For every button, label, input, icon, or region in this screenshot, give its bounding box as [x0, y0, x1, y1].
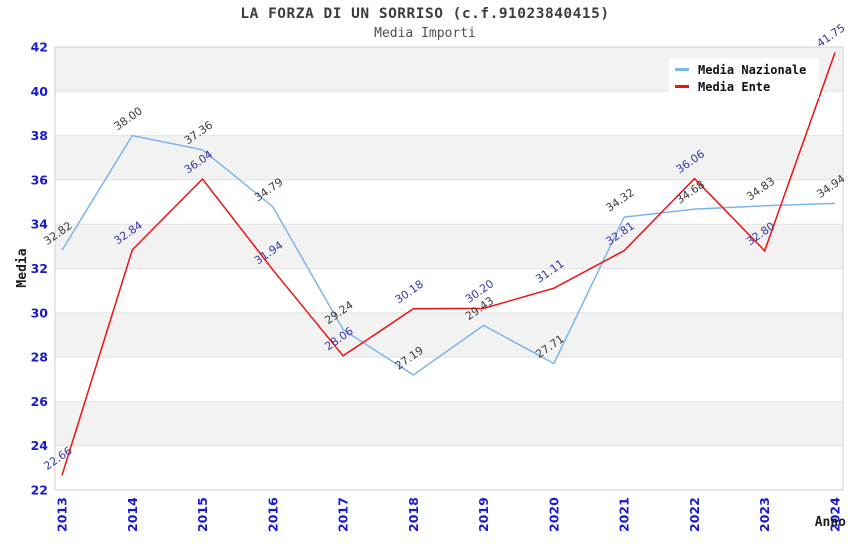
x-tick-label: 2018	[406, 497, 421, 532]
x-tick-label: 2015	[195, 497, 210, 532]
x-tick-label: 2013	[55, 497, 70, 532]
y-tick-label: 34	[31, 217, 49, 232]
legend-item-media-ente: Media Ente	[675, 78, 813, 95]
y-tick-label: 32	[31, 261, 48, 276]
data-label-ente-2018: 30.18	[393, 278, 426, 307]
legend-marker-nazionale-icon	[675, 68, 689, 71]
x-tick-label: 2020	[546, 497, 561, 532]
y-tick-label: 28	[31, 350, 48, 365]
grid-band	[55, 135, 843, 180]
y-tick-label: 36	[31, 172, 49, 187]
plot-area-border	[54, 46, 844, 491]
x-tick-label: 2023	[757, 497, 772, 532]
y-tick-label: 24	[31, 438, 49, 453]
data-label-nazionale-2021: 34.32	[604, 186, 637, 215]
chart-title: LA FORZA DI UN SORRISO (c.f.91023840415)	[240, 6, 610, 22]
legend-label: Media Nazionale	[698, 62, 807, 77]
series-line-media-ente	[61, 52, 836, 476]
legend-item-media-nazionale: Media Nazionale	[675, 61, 813, 78]
series-line-media-nazionale	[61, 134, 836, 376]
legend-label: Media Ente	[698, 79, 771, 94]
legend: Media Nazionale Media Ente	[669, 58, 819, 98]
x-tick-label: 2022	[687, 497, 702, 532]
y-tick-label: 40	[31, 84, 49, 99]
x-tick-label: 2019	[476, 497, 491, 532]
x-tick-label: 2016	[265, 497, 280, 532]
y-tick-label: 22	[31, 483, 48, 498]
y-tick-label: 42	[31, 40, 48, 55]
legend-marker-ente-icon	[675, 85, 689, 88]
y-axis-title: Media	[15, 248, 30, 287]
y-tick-label: 30	[31, 305, 49, 320]
x-tick-label: 2021	[617, 497, 632, 532]
x-axis-title: Anno	[815, 515, 846, 530]
chart-subtitle: Media Importi	[374, 26, 476, 41]
x-tick-label: 2024	[828, 497, 843, 532]
x-tick-label: 2017	[336, 497, 351, 532]
y-tick-label: 26	[31, 394, 49, 409]
data-label-nazionale-2014: 38.00	[112, 104, 145, 133]
grid-band	[55, 224, 843, 269]
x-tick-label: 2014	[125, 497, 140, 532]
y-tick-label: 38	[31, 128, 48, 143]
grid-band	[55, 401, 843, 446]
